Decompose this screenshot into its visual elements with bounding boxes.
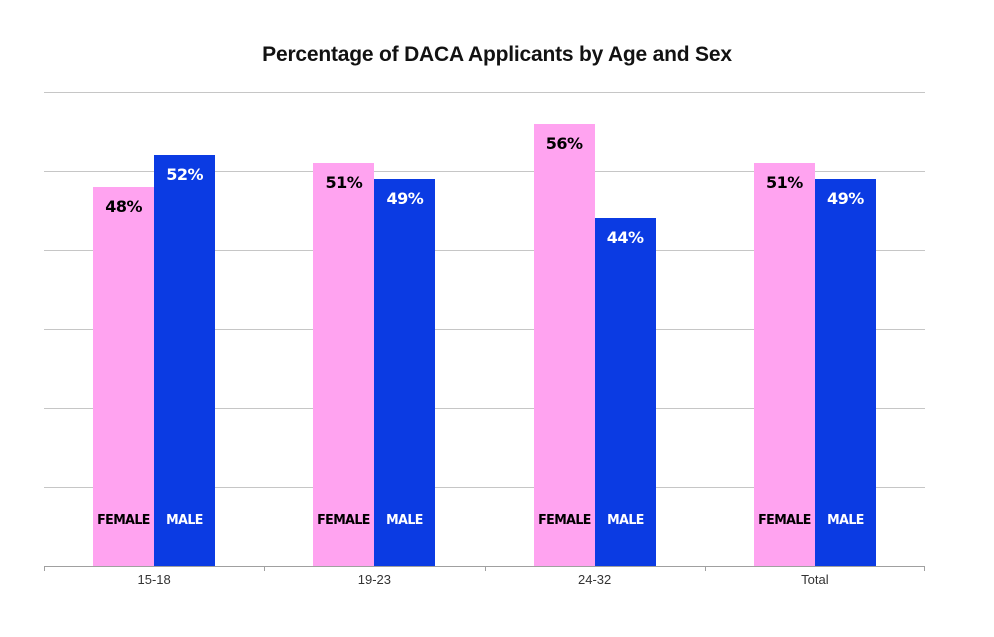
series-label: MALE xyxy=(386,513,424,528)
value-label: 56% xyxy=(545,133,583,153)
bar-group-total: 51% FEMALE 49% MALE xyxy=(705,92,925,566)
value-label: 52% xyxy=(166,165,204,185)
bar-group-24-32: 56% FEMALE 44% MALE xyxy=(485,92,705,566)
series-label: FEMALE xyxy=(317,513,371,528)
axis-tick xyxy=(924,566,925,571)
series-label: FEMALE xyxy=(537,513,591,528)
value-label: 49% xyxy=(386,188,424,208)
gridline xyxy=(44,249,925,251)
bar-female-19-23: 51% FEMALE xyxy=(313,163,375,566)
x-axis-label-15-18: 15-18 xyxy=(137,572,171,587)
bar-groups: 48% FEMALE 52% MALE 51% FEMALE 49% MALE xyxy=(44,92,925,566)
series-label: MALE xyxy=(827,513,864,528)
series-label: MALE xyxy=(166,513,203,528)
value-label: 48% xyxy=(105,196,143,216)
gridline xyxy=(44,408,925,409)
bar-group-19-23: 51% FEMALE 49% MALE xyxy=(264,92,484,566)
gridline xyxy=(44,171,925,172)
bar-male-total: 49% MALE xyxy=(814,178,876,566)
axis-tick xyxy=(44,566,45,571)
value-label: 44% xyxy=(606,228,644,248)
bar-female-15-18: 48% FEMALE xyxy=(93,186,155,566)
bar-female-total: 51% FEMALE xyxy=(753,163,815,566)
series-label: FEMALE xyxy=(97,513,150,528)
series-label: FEMALE xyxy=(758,513,811,528)
value-label: 51% xyxy=(765,173,803,193)
axis-tick xyxy=(704,566,706,571)
chart-title: Percentage of DACA Applicants by Age and… xyxy=(262,43,732,66)
value-label: 51% xyxy=(325,173,363,193)
bar-male-19-23: 49% MALE xyxy=(374,178,436,566)
gridline xyxy=(44,329,925,330)
x-axis-label-24-32: 24-32 xyxy=(578,572,612,587)
gridline xyxy=(44,486,925,488)
gridline xyxy=(44,92,925,93)
x-axis-label-total: Total xyxy=(801,572,829,587)
bar-female-24-32: 56% FEMALE xyxy=(533,123,595,566)
plot-area: 48% FEMALE 52% MALE 51% FEMALE 49% MALE xyxy=(44,92,925,571)
value-label: 49% xyxy=(826,188,864,208)
bar-male-15-18: 52% MALE xyxy=(154,155,216,566)
series-label: MALE xyxy=(606,513,644,528)
x-axis-label-19-23: 19-23 xyxy=(357,572,391,587)
x-axis-labels: 15-18 19-23 24-32 Total xyxy=(44,572,925,587)
axis-tick xyxy=(484,566,486,571)
axis-tick xyxy=(264,566,266,571)
bar-male-24-32: 44% MALE xyxy=(594,218,656,566)
bar-group-15-18: 48% FEMALE 52% MALE xyxy=(44,92,264,566)
